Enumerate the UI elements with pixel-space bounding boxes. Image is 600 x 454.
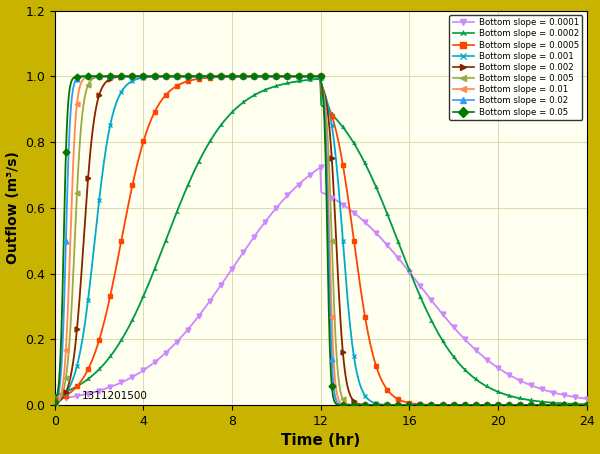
Legend: Bottom slope = 0.0001, Bottom slope = 0.0002, Bottom slope = 0.0005, Bottom slop: Bottom slope = 0.0001, Bottom slope = 0.… xyxy=(449,15,582,120)
Text: 1311201500: 1311201500 xyxy=(82,390,147,400)
Y-axis label: Outflow (m³/s): Outflow (m³/s) xyxy=(5,152,20,264)
X-axis label: Time (hr): Time (hr) xyxy=(281,434,361,449)
